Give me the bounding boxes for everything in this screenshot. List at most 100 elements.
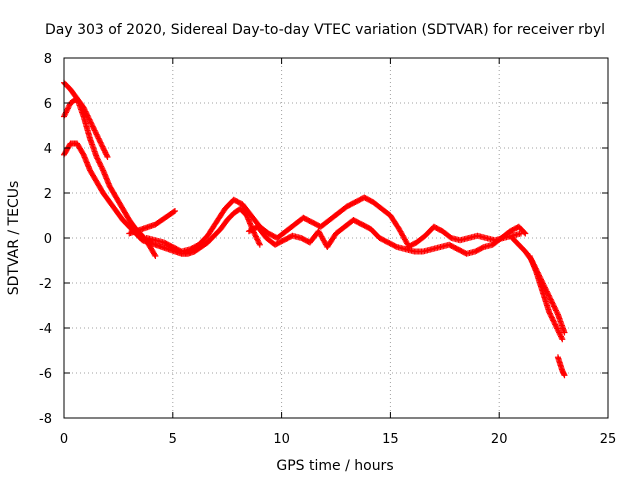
data-point [98,163,105,170]
data-point [251,230,258,237]
data-point [550,302,557,309]
y-tick-label: 0 [44,232,52,247]
data-point [103,152,110,159]
data-point [152,253,159,259]
series-arc-10 [554,354,568,379]
data-point [252,233,259,240]
data-point [554,326,561,333]
data-point [91,127,98,134]
series-arc-9 [526,253,566,343]
data-point [549,300,556,307]
data-point [96,160,103,167]
data-point [87,118,94,124]
data-point [97,139,104,146]
data-point [94,156,101,163]
data-point [80,104,87,111]
data-point [63,108,70,115]
data-point [171,208,178,214]
data-point [82,108,89,115]
data-point [151,251,158,258]
series-arc-7 [404,223,524,250]
data-point [548,298,555,304]
data-point [61,112,68,119]
data-point [96,138,103,145]
data-point [554,310,561,317]
data-point [95,135,102,142]
data-point [91,126,98,133]
data-point [94,134,101,141]
data-point [81,105,88,112]
data-point [98,140,105,147]
data-point [558,334,565,341]
data-point [94,132,101,139]
data-point [64,106,71,113]
data-point [81,107,88,114]
data-point [84,112,91,119]
data-point [552,322,559,329]
data-point [517,230,524,237]
y-tick-labels: -8 -6 -4 -2 0 2 4 6 8 [39,52,52,427]
data-point [253,235,260,241]
data-point [553,324,560,331]
x-tick-label: 20 [491,432,508,447]
series-arc-4 [126,208,178,237]
data-point [88,120,95,127]
data-point [93,131,100,138]
data-point [104,154,111,160]
data-point [549,316,556,322]
data-point [550,317,557,324]
series-arc-6 [245,217,529,257]
data-point [555,328,562,335]
data-point [85,113,92,120]
data-point [170,208,177,215]
data-point [66,102,73,109]
y-tick-label: 6 [44,97,52,112]
data-point [97,162,104,169]
data-point [83,111,90,118]
x-tick-label: 0 [60,432,68,447]
data-point [551,320,558,327]
data-point [556,329,563,336]
y-tick-label: 8 [44,52,52,67]
data-point [557,333,564,340]
data-point [392,243,399,250]
series-arc-2 [61,95,111,160]
data-point [89,122,96,129]
data-point [548,314,555,321]
data-point [64,105,71,112]
y-tick-label: 2 [44,187,52,202]
data-point [552,321,559,328]
series-arc-1 [61,79,159,259]
data-point [92,130,99,137]
data-point [521,229,528,236]
data-point [98,142,105,149]
x-tick-labels: 0 5 10 15 20 25 [60,432,616,447]
chart-title: Day 303 of 2020, Sidereal Day-to-day VTE… [45,22,605,38]
data-point [254,237,261,244]
data-point [559,336,566,343]
data-point [89,123,96,130]
y-axis-label: SDTVAR / TECUs [6,181,22,296]
data-point [62,110,69,117]
data-point [93,154,100,160]
data-point [256,241,263,248]
data-point [90,124,97,131]
x-tick-label: 10 [273,432,290,447]
y-tick-label: 4 [44,142,52,157]
data-point [552,306,559,313]
data-point [256,240,263,247]
x-tick-label: 25 [600,432,617,447]
data-point [546,310,553,317]
data-point [549,299,556,306]
data-point [557,332,564,339]
data-point [86,116,93,123]
data-point [252,232,259,239]
data-point [85,115,92,122]
data-point [96,136,103,143]
data-point [554,325,561,332]
data-point [65,104,72,111]
data-point [551,304,558,311]
data-point [548,313,555,320]
x-tick-label: 15 [382,432,399,447]
data-point [92,128,99,135]
